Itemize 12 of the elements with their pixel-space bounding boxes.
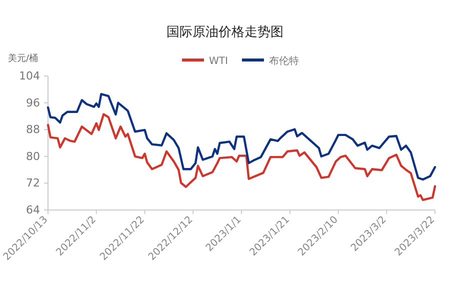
chart-title: 国际原油价格走势图 (166, 25, 284, 40)
y-tick-label: 72 (26, 176, 40, 190)
legend-label: 布伦特 (268, 55, 299, 67)
line-series (46, 113, 436, 202)
y-tick-label: 80 (26, 150, 40, 163)
y-axis-title: 美元/桶 (8, 53, 38, 64)
y-tick-label: 64 (26, 204, 40, 216)
line-series (46, 92, 436, 181)
y-tick-label: 96 (26, 96, 40, 110)
legend-label: WTI (209, 56, 228, 67)
y-tick-label: 104 (19, 70, 40, 82)
y-tick-label: 88 (26, 123, 40, 136)
